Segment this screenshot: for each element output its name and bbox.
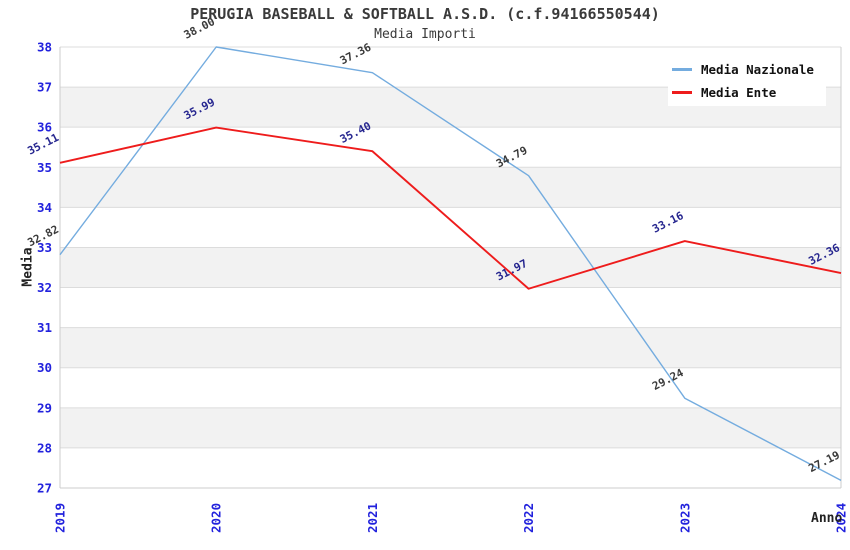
x-tick-label: 2022 <box>521 503 536 533</box>
x-tick-label: 2023 <box>677 503 692 533</box>
legend: Media Nazionale Media Ente <box>668 56 826 106</box>
point-value-label: 33.16 <box>650 209 686 236</box>
y-tick-label: 35 <box>37 160 52 175</box>
chart-title: PERUGIA BASEBALL & SOFTBALL A.S.D. (c.f.… <box>190 5 660 23</box>
x-tick-label: 2024 <box>834 503 849 533</box>
point-value-label: 37.36 <box>338 41 374 68</box>
legend-label-media-nazionale: Media Nazionale <box>701 62 814 77</box>
legend-item-media-nazionale: Media Nazionale <box>672 61 822 78</box>
plot-band <box>60 247 841 288</box>
legend-label-media-ente: Media Ente <box>701 85 777 100</box>
legend-line-swatch-blue <box>672 68 692 71</box>
x-axis-title: Anno <box>811 511 843 526</box>
legend-line-swatch-red <box>672 91 692 94</box>
plot-band <box>60 167 841 208</box>
legend-item-media-ente: Media Ente <box>672 84 822 101</box>
chart-subtitle: Media Importi <box>374 27 476 42</box>
y-tick-label: 34 <box>37 200 52 215</box>
x-tick-label: 2019 <box>53 503 68 533</box>
y-tick-label: 27 <box>37 481 52 496</box>
plot-band <box>60 407 841 448</box>
x-tick-label: 2021 <box>365 503 380 533</box>
y-tick-label: 37 <box>37 80 52 95</box>
y-tick-label: 33 <box>37 240 52 255</box>
series-line-1 <box>59 126 842 290</box>
point-value-label: 35.11 <box>25 131 61 158</box>
y-tick-label: 28 <box>37 440 52 455</box>
y-tick-label: 31 <box>37 320 52 335</box>
y-tick-label: 32 <box>37 280 52 295</box>
y-axis-title: Media <box>20 247 36 287</box>
point-value-label: 38.00 <box>182 15 217 42</box>
y-tick-label: 36 <box>37 120 52 135</box>
plot-band <box>60 327 841 368</box>
y-tick-label: 30 <box>37 360 52 375</box>
y-tick-label: 29 <box>37 400 52 415</box>
point-value-label: 29.24 <box>650 366 686 393</box>
x-tick-label: 2020 <box>209 503 224 533</box>
series-line-0 <box>59 46 842 482</box>
point-value-label: 34.79 <box>494 144 529 171</box>
y-tick-label: 38 <box>37 40 52 55</box>
